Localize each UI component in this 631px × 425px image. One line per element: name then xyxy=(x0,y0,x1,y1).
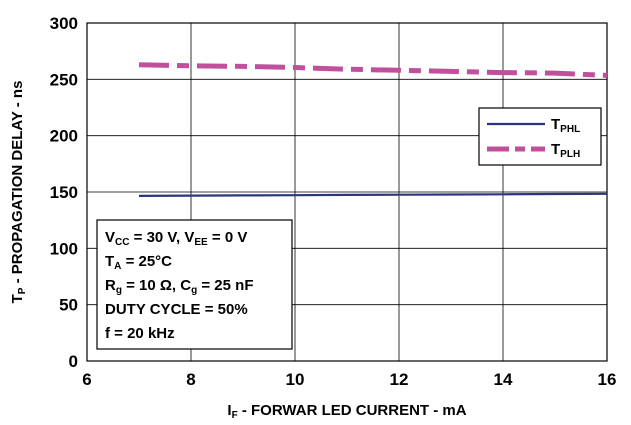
y-tick-label: 300 xyxy=(50,14,78,33)
condition-line: DUTY CYCLE = 50% xyxy=(105,301,248,318)
y-tick-label: 250 xyxy=(50,70,78,89)
plot-frame xyxy=(86,22,608,362)
condition-line: TA = 25°C xyxy=(105,253,172,272)
condition-line: Rg = 10 Ω, Cg = 25 nF xyxy=(105,277,253,296)
series-line xyxy=(138,62,608,78)
y-tick-label: 150 xyxy=(50,183,78,202)
x-tick-label: 12 xyxy=(390,370,409,389)
x-tick-label: 10 xyxy=(286,370,305,389)
series-line xyxy=(138,192,608,197)
x-tick-label: 8 xyxy=(186,370,195,389)
condition-line: f = 20 kHz xyxy=(105,325,175,342)
legend-label: TPHL xyxy=(551,116,580,135)
test-conditions-box: VCC = 30 V, VEE = 0 V TA = 25°C Rg = 10 Ω,… xyxy=(96,219,293,350)
condition-line: VCC = 30 V, VEE = 0 V xyxy=(105,229,247,248)
y-tick-label: 0 xyxy=(69,352,78,371)
legend-label: TPLH xyxy=(551,141,580,160)
y-tick-label: 50 xyxy=(59,296,78,315)
legend-box xyxy=(478,107,602,166)
y-axis-title: TP - PROPAGATION DELAY - ns xyxy=(9,81,28,304)
y-tick-label: 100 xyxy=(50,239,78,258)
conditions-frame xyxy=(96,219,293,350)
legend: TPHL TPLH xyxy=(478,107,602,166)
series-lines xyxy=(138,62,608,197)
y-tick-labels: 0 50 100 150 200 250 300 xyxy=(50,14,78,371)
x-tick-label: 14 xyxy=(494,370,513,389)
x-tick-labels: 6 8 10 12 14 16 xyxy=(82,370,616,389)
y-tick-label: 200 xyxy=(50,127,78,146)
x-axis-title: IF - FORWAR LED CURRENT - mA xyxy=(227,402,466,421)
x-tick-label: 16 xyxy=(598,370,617,389)
x-tick-label: 6 xyxy=(82,370,91,389)
